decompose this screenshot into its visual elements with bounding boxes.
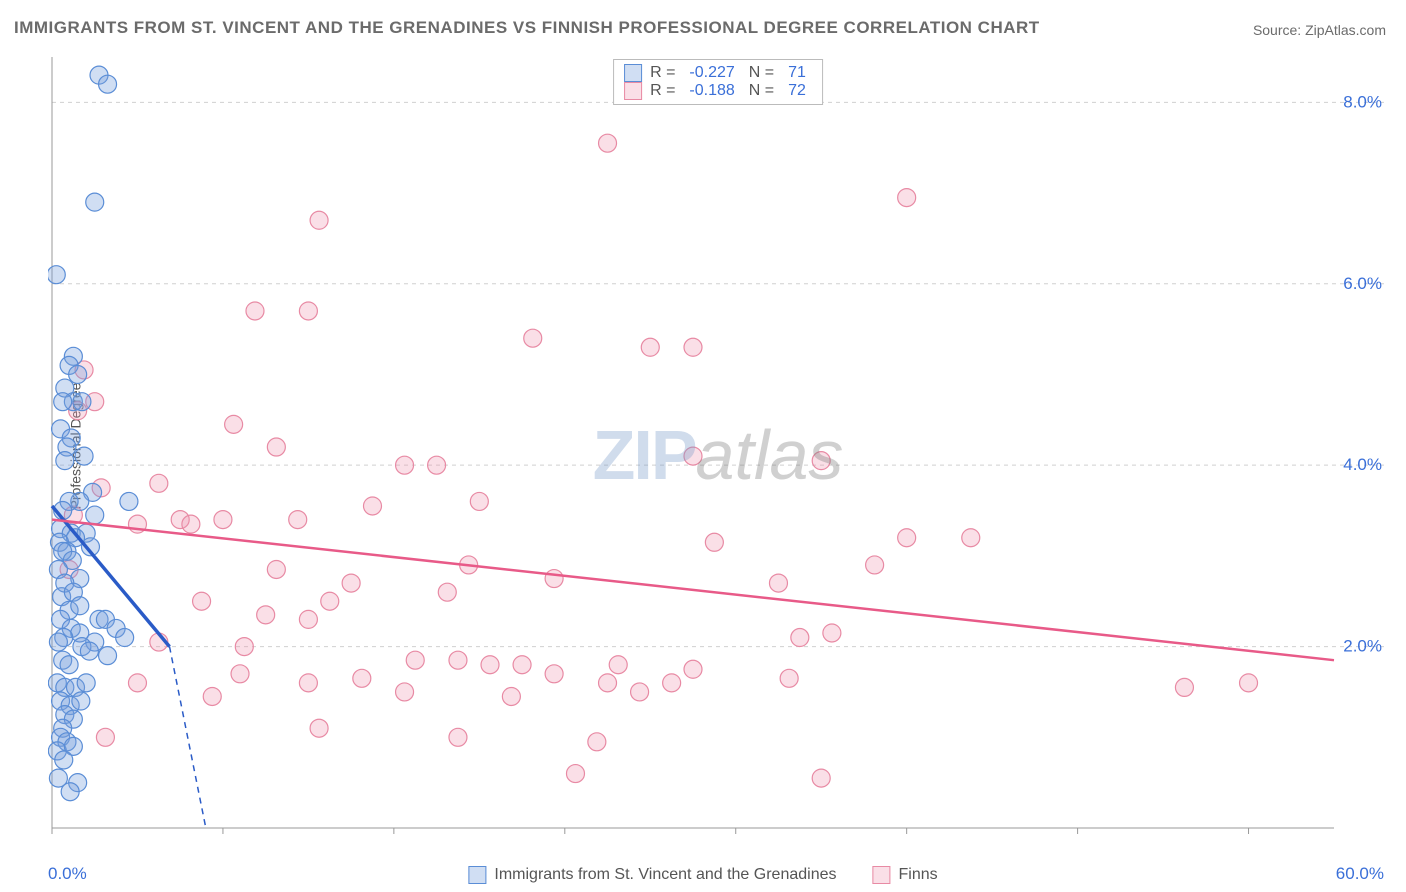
legend-n-value: 71 <box>782 64 812 82</box>
series-legend: Immigrants from St. Vincent and the Gren… <box>468 866 937 884</box>
legend-r-label: R = <box>650 82 675 100</box>
series-legend-item: Finns <box>872 866 937 884</box>
legend-n-label: N = <box>749 82 774 100</box>
legend-r-value: -0.227 <box>683 64 740 82</box>
svg-text:4.0%: 4.0% <box>1343 455 1382 474</box>
svg-text:6.0%: 6.0% <box>1343 274 1382 293</box>
chart-area: ZIPatlas 2.0%4.0%6.0%8.0% R =-0.227N =71… <box>48 55 1388 854</box>
legend-swatch <box>624 64 642 82</box>
x-axis-max-label: 60.0% <box>1336 864 1384 884</box>
series-legend-item: Immigrants from St. Vincent and the Gren… <box>468 866 836 884</box>
svg-text:8.0%: 8.0% <box>1343 92 1382 111</box>
series-legend-label: Finns <box>898 866 937 884</box>
legend-r-label: R = <box>650 64 675 82</box>
source-label: Source: ZipAtlas.com <box>1253 22 1386 38</box>
chart-title: IMMIGRANTS FROM ST. VINCENT AND THE GREN… <box>14 18 1040 38</box>
scatter-plot: 2.0% 4.0% 6.0% 8.0% <box>48 55 1388 854</box>
legend-row: R = -0.227 N = 71 <box>624 64 812 82</box>
legend-swatch <box>872 866 890 884</box>
legend-n-value: 72 <box>782 82 812 100</box>
legend-r-value: -0.188 <box>683 82 740 100</box>
svg-text:2.0%: 2.0% <box>1343 637 1382 656</box>
legend-swatch <box>624 82 642 100</box>
correlation-legend: R = -0.227 N = 71 R = -0.188 N = 72 <box>613 59 823 105</box>
legend-n-label: N = <box>749 64 774 82</box>
x-axis-min-label: 0.0% <box>48 864 87 884</box>
series-legend-label: Immigrants from St. Vincent and the Gren… <box>494 866 836 884</box>
legend-swatch <box>468 866 486 884</box>
legend-row: R = -0.188 N = 72 <box>624 82 812 100</box>
